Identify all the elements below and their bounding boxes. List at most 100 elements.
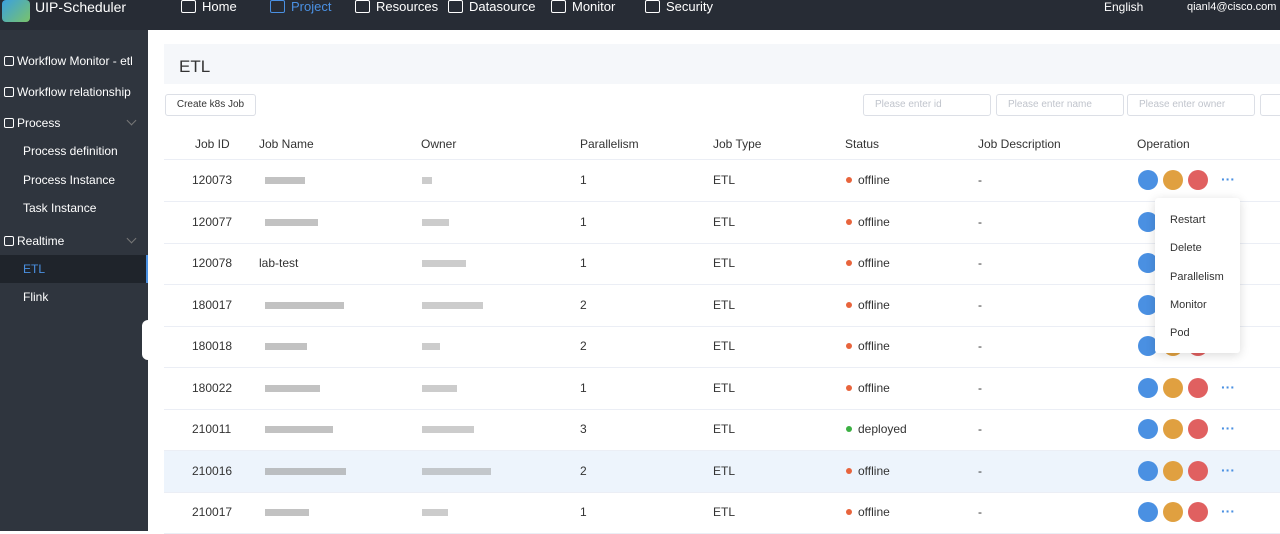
nav-item[interactable]: Datasource	[469, 0, 536, 14]
sidebar-subitem[interactable]: Task Instance	[23, 201, 97, 215]
table-row[interactable]	[164, 160, 1280, 202]
job-id: 180017	[192, 297, 233, 312]
job-id: 210016	[192, 463, 233, 478]
description: -	[978, 380, 982, 395]
column-header: Job Type	[713, 137, 762, 151]
job-type: ETL	[713, 214, 736, 229]
download-button[interactable]	[1188, 170, 1208, 190]
nav-item[interactable]: Project	[291, 0, 332, 14]
edit-button[interactable]	[1138, 211, 1158, 232]
status-dot	[846, 260, 852, 266]
nav-item[interactable]: Security	[666, 0, 713, 14]
parallelism: 3	[580, 422, 587, 436]
redacted	[265, 467, 346, 475]
redacted	[422, 218, 449, 226]
sidebar-icon	[4, 56, 14, 66]
redacted	[422, 467, 491, 475]
sidebar-item[interactable]: Workflow relationship	[17, 85, 131, 99]
parallelism: 1	[580, 505, 587, 519]
table-row[interactable]	[164, 285, 1280, 327]
sidebar-subitem[interactable]: Process Instance	[23, 172, 116, 187]
table-row[interactable]	[164, 450, 1280, 493]
more-button[interactable]: ···	[1221, 171, 1235, 187]
menu-item[interactable]: Monitor	[1170, 298, 1207, 311]
menu-item[interactable]: Delete	[1170, 242, 1202, 255]
collapse-handle[interactable]	[142, 320, 152, 360]
edit-button[interactable]	[1138, 377, 1158, 398]
edit-button[interactable]	[1138, 336, 1158, 356]
redacted	[422, 177, 432, 184]
table-row[interactable]	[164, 243, 1280, 285]
upload-button[interactable]	[1163, 419, 1183, 439]
more-button[interactable]: ···	[1221, 503, 1235, 519]
table-row[interactable]	[164, 202, 1280, 244]
job-type: ETL	[713, 380, 736, 395]
edit-button[interactable]	[1138, 460, 1158, 481]
upload-button[interactable]	[1163, 460, 1183, 481]
nav-icon	[355, 0, 370, 13]
user-menu[interactable]: qianl4@cisco.com	[1187, 1, 1277, 13]
nav-icon	[181, 0, 196, 13]
upload-button[interactable]	[1163, 502, 1183, 522]
table-row[interactable]	[164, 326, 1280, 368]
nav-item[interactable]: Monitor	[572, 0, 616, 14]
table-row[interactable]	[164, 368, 1280, 410]
column-header: Job Name	[259, 137, 314, 151]
sidebar-item[interactable]: Process	[17, 116, 61, 130]
create-button[interactable]: Create k8s Job	[165, 94, 256, 116]
search-button[interactable]	[1260, 94, 1280, 116]
description: -	[978, 214, 982, 229]
sidebar-subitem[interactable]: ETL	[0, 254, 148, 283]
job-id: 210017	[192, 505, 233, 519]
redacted	[265, 343, 307, 350]
redacted	[422, 301, 483, 309]
job-type: ETL	[713, 505, 736, 519]
menu-item[interactable]: Pod	[1170, 327, 1190, 340]
edit-button[interactable]	[1138, 419, 1158, 439]
filter-input[interactable]: Please enter id	[863, 94, 991, 116]
download-button[interactable]	[1188, 502, 1208, 522]
more-button[interactable]: ···	[1221, 378, 1235, 395]
title-bar	[164, 44, 1280, 84]
dropdown-menu	[1155, 198, 1240, 353]
upload-button[interactable]	[1163, 170, 1183, 190]
redacted	[422, 426, 474, 433]
description: -	[978, 173, 982, 187]
download-button[interactable]	[1188, 419, 1208, 439]
redacted	[265, 218, 318, 226]
nav-icon	[551, 0, 566, 13]
status: offline	[858, 505, 890, 519]
edit-button[interactable]	[1138, 502, 1158, 522]
more-button[interactable]: ···	[1221, 461, 1235, 478]
filter-input[interactable]: Please enter owner	[1127, 94, 1255, 116]
upload-button[interactable]	[1163, 377, 1183, 398]
column-header: Status	[845, 137, 880, 151]
menu-item[interactable]: Parallelism	[1170, 270, 1224, 283]
job-id: 180022	[192, 380, 233, 395]
description: -	[978, 422, 982, 436]
language-select[interactable]: English	[1104, 0, 1144, 14]
status: offline	[858, 463, 890, 478]
sidebar-item[interactable]: Workflow Monitor - etl	[17, 54, 133, 68]
job-type: ETL	[713, 339, 736, 353]
nav-item[interactable]: Home	[202, 0, 237, 14]
filter-input[interactable]: Please enter name	[996, 94, 1124, 116]
job-type: ETL	[713, 173, 736, 187]
sidebar-subitem[interactable]: Process definition	[23, 144, 118, 158]
table-header	[164, 126, 1280, 160]
edit-button[interactable]	[1138, 294, 1158, 315]
menu-item[interactable]: Restart	[1170, 214, 1206, 226]
parallelism: 2	[580, 297, 587, 312]
edit-button[interactable]	[1138, 170, 1158, 190]
download-button[interactable]	[1188, 377, 1208, 398]
nav-item[interactable]: Resources	[376, 0, 439, 14]
column-header: Parallelism	[580, 137, 639, 151]
more-button[interactable]: ···	[1221, 420, 1235, 436]
redacted	[265, 301, 344, 309]
download-button[interactable]	[1188, 460, 1208, 481]
sidebar-subitem[interactable]: Flink	[23, 290, 49, 304]
edit-button[interactable]	[1138, 253, 1158, 273]
parallelism: 1	[580, 173, 587, 187]
sidebar-item[interactable]: Realtime	[17, 233, 65, 248]
